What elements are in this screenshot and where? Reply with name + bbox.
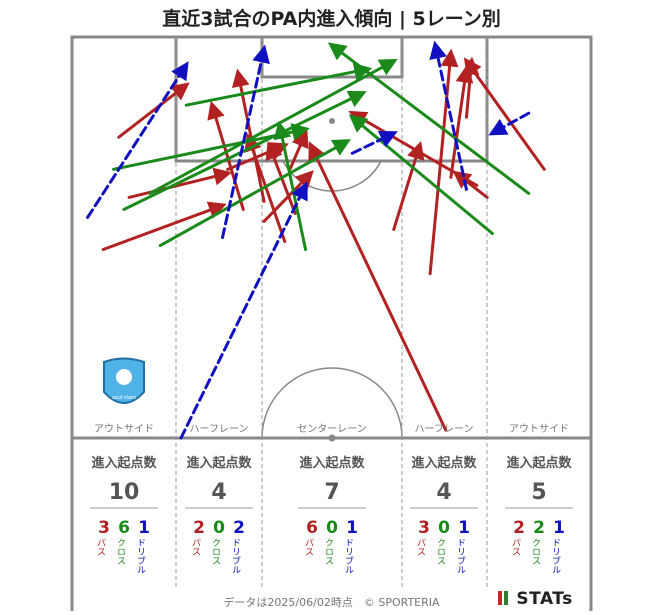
cross-count: 0 [326,518,338,538]
pass-arrow [288,129,309,171]
pass-count: 3 [98,518,110,538]
center-circle-arc [261,367,403,439]
arrows-layer [86,40,546,440]
lane-dividers [175,37,488,590]
dribble-count: 2 [233,518,245,538]
dribble-count: 1 [553,518,565,538]
cross-count: 0 [438,518,450,538]
cross-arrow [148,58,398,195]
pass-label: パス [95,538,106,556]
pass-arrow [101,201,227,252]
club-logo: azul claro [103,357,145,404]
lane-header: 進入起点数 [299,455,365,471]
lane-header: 進入起点数 [91,455,157,471]
lane-label: センターレーン [297,423,367,435]
page-title: 直近3試合のPA内進入傾向 | 5レーン別 [162,8,501,30]
dribble-label: ドリブル [230,538,241,574]
pass-count: 3 [418,518,430,538]
club-logo-emblem [116,369,132,385]
lane-label: ハーフレーン [190,424,249,435]
cross-arrow [184,62,373,107]
pass-arrow [449,64,474,179]
dribble-arrow [350,131,398,155]
lane-labels: アウトサイド ハーフレーン センターレーン ハーフレーン アウトサイド [94,423,569,435]
dribble-arrow [429,40,468,191]
dribble-arrow [179,181,308,440]
cross-arrow [327,42,531,195]
dribble-label: ドリブル [135,538,146,574]
pass-arrow [392,140,425,231]
lane-header: 進入起点数 [506,455,572,471]
lane-label: アウトサイド [509,423,569,435]
cross-arrow [158,139,351,248]
pass-arrow [348,110,479,187]
goal-area [260,35,404,79]
pass-label: パス [510,538,521,556]
pass-arrow [117,82,190,139]
dribble-count: 1 [458,518,470,538]
pass-label: パス [303,538,314,556]
club-logo-text: azul claro [112,395,136,401]
brand-logo: STATs [498,589,573,609]
dribble-arrow [488,111,531,136]
cross-arrow [348,114,494,235]
lane-total: 4 [436,480,451,505]
penalty-spot [329,118,335,124]
cross-count: 6 [118,518,130,538]
brand-bar-green [504,591,508,605]
cross-label: クロス [210,538,220,565]
lane-label: アウトサイド [94,423,154,435]
pass-label: パス [415,538,426,556]
pass-arrow [463,57,546,171]
pitch-boundary [70,35,593,440]
dribble-arrow [86,61,189,219]
dribble-label: ドリブル [550,538,561,574]
lane-total: 7 [324,480,339,505]
pass-count: 2 [513,518,525,538]
lane-header: 進入起点数 [411,455,477,471]
pass-count: 6 [306,518,318,538]
pass-count: 2 [193,518,205,538]
lane-total: 10 [109,480,140,505]
dribble-label: ドリブル [455,538,466,574]
cross-label: クロス [115,538,125,565]
lane-total: 4 [211,480,226,505]
cross-arrow [122,90,367,211]
pass-arrow [127,167,233,199]
center-spot [328,434,336,442]
cross-label: クロス [435,538,445,565]
pass-arrow [244,133,287,244]
lane-label: ハーフレーン [415,424,474,435]
pass-arrow [308,141,448,432]
brand-text: STATs [516,589,573,609]
stats-panel: 進入起点数103パス6クロス1ドリブル進入起点数42パス0クロス2ドリブル進入起… [90,455,573,574]
dribble-label: ドリブル [343,538,354,574]
lane-header: 進入起点数 [186,455,252,471]
dribble-arrow [221,44,270,239]
cross-label: クロス [323,538,333,565]
cross-count: 2 [533,518,545,538]
dribble-count: 1 [346,518,358,538]
brand-bar-red [498,591,502,605]
cross-label: クロス [530,538,540,565]
footer-credit: データは2025/06/02時点 © SPORTERIA [223,596,440,609]
pass-arrow [262,170,314,223]
dribble-count: 1 [138,518,150,538]
cross-count: 0 [213,518,225,538]
lane-total: 5 [531,480,546,505]
pass-label: パス [190,538,201,556]
